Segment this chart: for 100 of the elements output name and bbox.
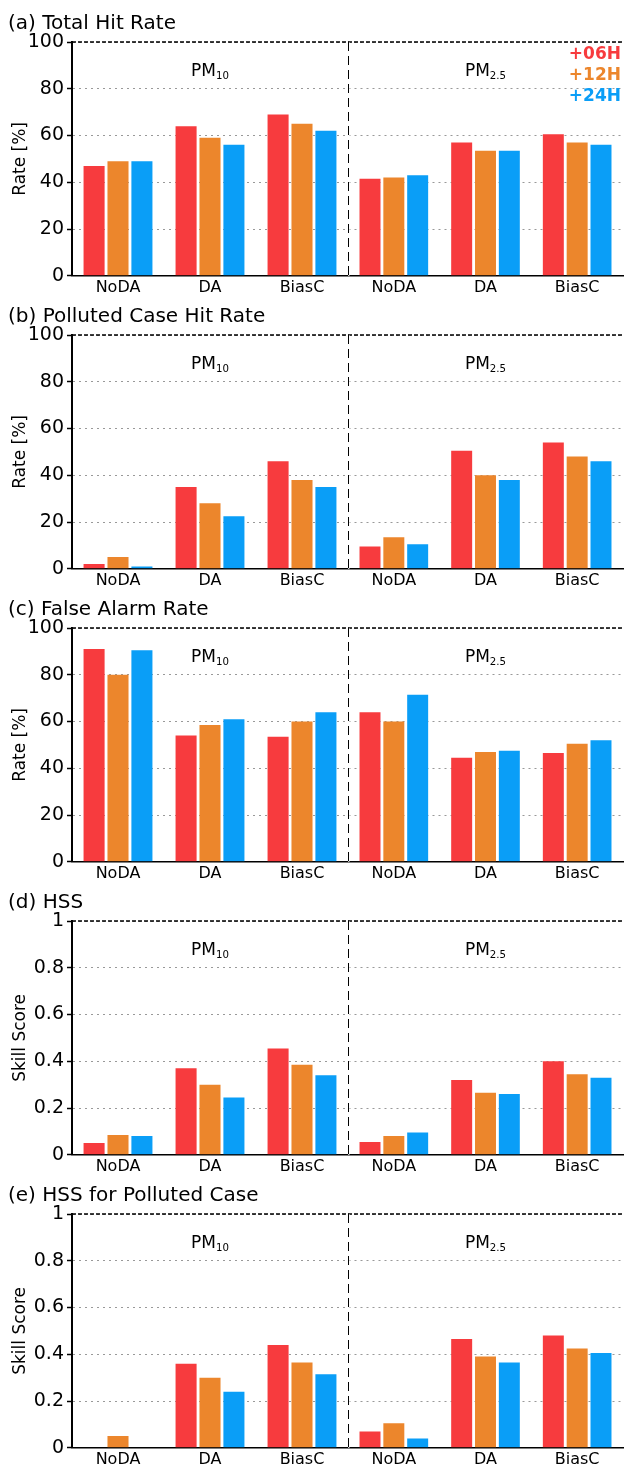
x-tick-label: NoDA bbox=[95, 276, 141, 296]
bar bbox=[566, 1074, 588, 1155]
bar bbox=[542, 442, 564, 569]
bar bbox=[590, 1353, 612, 1448]
bar bbox=[223, 144, 245, 276]
x-tick-label: BiasC bbox=[554, 1448, 600, 1468]
bar bbox=[451, 1339, 473, 1448]
bar bbox=[359, 712, 381, 862]
bar bbox=[475, 475, 496, 569]
bar bbox=[223, 719, 245, 862]
bar bbox=[542, 1335, 564, 1448]
bar bbox=[475, 150, 496, 276]
bar bbox=[451, 142, 473, 276]
bar bbox=[475, 1092, 496, 1155]
y-tick-label: 0.2 bbox=[33, 1094, 64, 1117]
x-tick-label: NoDA bbox=[371, 862, 417, 882]
bar bbox=[107, 674, 129, 862]
bar bbox=[359, 546, 381, 569]
bar bbox=[475, 1356, 496, 1448]
x-tick-label: NoDA bbox=[371, 1155, 417, 1175]
bar bbox=[223, 1097, 245, 1155]
bar bbox=[590, 740, 612, 862]
bar bbox=[107, 1436, 129, 1448]
x-tick-label: DA bbox=[474, 276, 498, 296]
y-tick-label: 60 bbox=[39, 415, 64, 438]
bar bbox=[267, 461, 289, 569]
bar bbox=[407, 1132, 429, 1155]
y-tick-label: 1 bbox=[51, 1200, 64, 1223]
bar bbox=[315, 486, 337, 569]
y-tick-label: 0.6 bbox=[33, 1001, 64, 1024]
y-tick-label: 0 bbox=[51, 555, 64, 578]
bar bbox=[83, 649, 105, 862]
y-axis-title: Skill Score bbox=[8, 993, 29, 1082]
y-tick-label: 0 bbox=[51, 848, 64, 871]
x-tick-label: NoDA bbox=[95, 862, 141, 882]
y-tick-label: 1 bbox=[51, 907, 64, 930]
x-tick-label: NoDA bbox=[95, 569, 141, 589]
bar bbox=[267, 736, 289, 862]
x-tick-label: BiasC bbox=[554, 1155, 600, 1175]
x-tick-label: NoDA bbox=[371, 276, 417, 296]
bar bbox=[83, 564, 105, 569]
text: +06H bbox=[568, 42, 621, 63]
bar bbox=[475, 751, 496, 862]
x-tick-label: BiasC bbox=[279, 276, 325, 296]
bar bbox=[107, 557, 129, 569]
bar bbox=[383, 1423, 405, 1448]
bar bbox=[291, 479, 313, 569]
bar bbox=[566, 142, 588, 276]
bar bbox=[498, 150, 520, 276]
bar bbox=[451, 1079, 473, 1155]
bar bbox=[590, 144, 612, 276]
y-tick-label: 40 bbox=[39, 755, 64, 778]
bar bbox=[291, 721, 313, 862]
bar bbox=[107, 1134, 129, 1155]
y-axis-title: Skill Score bbox=[8, 1286, 29, 1375]
bar bbox=[199, 137, 221, 276]
bar bbox=[566, 743, 588, 862]
x-tick-label: DA bbox=[474, 569, 498, 589]
bar bbox=[199, 725, 221, 862]
y-tick-label: 0.2 bbox=[33, 1387, 64, 1410]
y-tick-label: 60 bbox=[39, 122, 64, 145]
bar bbox=[566, 456, 588, 569]
bar bbox=[542, 134, 564, 276]
bar bbox=[498, 1362, 520, 1448]
y-axis-title: Rate [%] bbox=[8, 414, 29, 489]
bar bbox=[131, 650, 153, 862]
bar bbox=[131, 1136, 153, 1155]
bar bbox=[498, 1094, 520, 1155]
x-tick-label: BiasC bbox=[279, 1448, 325, 1468]
bar bbox=[542, 753, 564, 862]
bar bbox=[199, 1377, 221, 1448]
y-tick-label: 0.8 bbox=[33, 1247, 64, 1270]
bar bbox=[107, 161, 129, 276]
y-tick-label: 60 bbox=[39, 708, 64, 731]
bar bbox=[542, 1061, 564, 1155]
y-tick-label: 80 bbox=[39, 368, 64, 391]
bar bbox=[291, 1064, 313, 1155]
bar bbox=[175, 1068, 197, 1155]
y-tick-label: 0 bbox=[51, 1434, 64, 1457]
bar bbox=[315, 712, 337, 862]
x-tick-label: NoDA bbox=[371, 569, 417, 589]
y-tick-label: 40 bbox=[39, 169, 64, 192]
y-tick-label: 20 bbox=[39, 215, 64, 238]
bar bbox=[566, 1348, 588, 1448]
bar bbox=[407, 1438, 429, 1448]
x-tick-label: BiasC bbox=[554, 276, 600, 296]
bar bbox=[359, 178, 381, 276]
bar bbox=[175, 126, 197, 276]
bar bbox=[383, 177, 405, 276]
bar bbox=[590, 461, 612, 569]
x-tick-label: NoDA bbox=[371, 1448, 417, 1468]
bar bbox=[175, 735, 197, 862]
bar bbox=[267, 1344, 289, 1448]
bar bbox=[83, 1143, 105, 1155]
bar bbox=[291, 1362, 313, 1448]
x-tick-label: BiasC bbox=[279, 569, 325, 589]
y-tick-label: 80 bbox=[39, 661, 64, 684]
bar bbox=[291, 123, 313, 276]
bar bbox=[267, 114, 289, 276]
bar bbox=[359, 1141, 381, 1155]
